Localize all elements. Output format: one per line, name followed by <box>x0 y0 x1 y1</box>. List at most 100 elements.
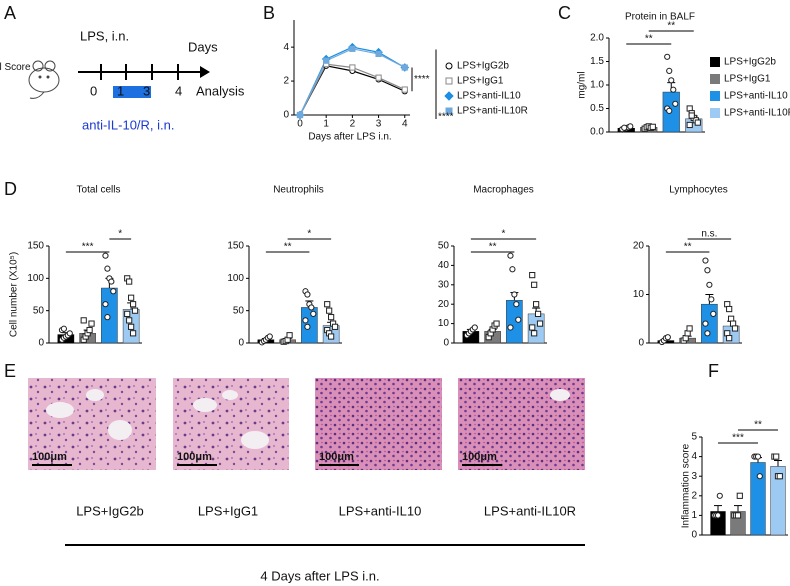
data-point <box>704 267 711 274</box>
data-point <box>102 252 109 259</box>
data-point <box>102 301 109 308</box>
y-tick-label: 100 <box>27 273 44 284</box>
chart-title: Protein in BALF <box>625 12 695 23</box>
data-point <box>664 334 671 341</box>
sig-label: ** <box>754 420 762 431</box>
y-tick-label: 0 <box>443 338 449 349</box>
data-point <box>308 304 315 311</box>
sig-label: ** <box>667 21 675 32</box>
point <box>296 111 304 119</box>
y-tick-label: 0 <box>238 338 244 349</box>
legend-swatch <box>710 57 720 67</box>
y-axis-label: Cell number (X10⁵) <box>9 252 20 337</box>
data-point <box>513 301 520 308</box>
data-point <box>708 296 715 303</box>
data-point <box>507 252 514 259</box>
legend-swatch <box>710 108 720 118</box>
image-label: LPS+IgG1 <box>198 503 258 518</box>
data-point <box>686 325 693 332</box>
diagram-days: Days <box>188 39 218 54</box>
sig-label: * <box>502 229 506 240</box>
data-point <box>668 77 675 84</box>
y-tick-label: 2.0 <box>590 33 604 44</box>
data-point <box>754 453 762 460</box>
data-point <box>702 257 709 264</box>
y-tick-label: 1.5 <box>590 56 604 67</box>
data-point <box>756 473 763 480</box>
data-point <box>710 310 717 317</box>
point <box>349 45 356 52</box>
y-tick-label: 30 <box>438 279 450 290</box>
data-point <box>688 112 695 119</box>
data-point <box>328 333 335 340</box>
y-tick-label: 4 <box>691 451 697 462</box>
day-label: 1 <box>117 83 124 98</box>
data-point <box>666 107 673 114</box>
data-point <box>704 330 711 337</box>
bar <box>750 462 766 536</box>
legend-swatch <box>710 91 720 101</box>
point <box>349 64 356 71</box>
legend-label: LPS+IgG1 <box>724 74 771 85</box>
data-point <box>666 67 673 75</box>
data-point <box>706 281 713 288</box>
chart-title: Total cells <box>77 185 121 196</box>
y-tick-label: 3 <box>691 471 697 482</box>
y-tick-label: 5 <box>691 432 697 443</box>
panel-label: D <box>4 179 17 199</box>
scale-label: 100μm <box>177 451 212 463</box>
point <box>375 74 382 81</box>
data-point <box>511 291 518 298</box>
y-tick-label: 10 <box>438 318 450 329</box>
day-label: 0 <box>90 83 97 98</box>
sig-label: *** <box>82 242 94 253</box>
data-point <box>66 330 73 337</box>
y-tick-label: 10 <box>633 289 645 300</box>
y-axis-label: Inflammation score <box>681 443 692 528</box>
data-point <box>80 317 87 324</box>
legend-label: LPS+anti-IL10R <box>724 108 790 119</box>
data-point <box>515 316 522 323</box>
scale-label: 100μm <box>32 451 67 463</box>
data-point <box>726 305 733 313</box>
legend-label: LPS+anti-IL10 <box>724 91 788 102</box>
data-point <box>129 330 137 337</box>
point <box>375 50 382 58</box>
sig-label: ** <box>684 242 692 253</box>
legend-label: LPS+anti-IL10 <box>457 91 521 102</box>
sig-label: *** <box>732 433 744 444</box>
panel-label: A <box>4 3 16 23</box>
panel-label: C <box>558 3 571 23</box>
y-tick-label: 100 <box>227 273 244 284</box>
data-point <box>124 310 131 317</box>
data-point <box>266 333 273 340</box>
panel-label: B <box>263 3 275 23</box>
data-point <box>627 123 634 130</box>
y-tick-label: 2 <box>283 76 289 87</box>
data-point <box>507 324 514 331</box>
x-tick-label: 2 <box>350 119 356 130</box>
day-label: 3 <box>143 83 150 98</box>
y-tick-label: 0 <box>38 338 44 349</box>
data-point <box>128 294 135 301</box>
scale-label: 100μm <box>462 451 497 463</box>
y-axis-label: mg/ml <box>577 71 588 98</box>
data-point <box>702 320 709 327</box>
data-point <box>310 310 317 317</box>
data-point <box>86 326 93 334</box>
data-point <box>286 332 293 339</box>
legend-label: LPS+IgG1 <box>457 76 504 87</box>
y-tick-label: 0 <box>638 338 644 349</box>
data-point <box>104 265 111 272</box>
legend-marker <box>444 91 454 101</box>
data-point <box>304 323 311 330</box>
data-point <box>529 272 536 279</box>
data-point <box>716 492 723 499</box>
y-tick-label: 50 <box>438 241 450 252</box>
sig-label: * <box>307 229 311 240</box>
y-tick-label: 2 <box>691 490 697 501</box>
annotation: **** <box>414 74 430 85</box>
scale-label: 100μm <box>319 451 354 463</box>
data-point <box>694 119 701 126</box>
panel-label: F <box>708 361 719 381</box>
